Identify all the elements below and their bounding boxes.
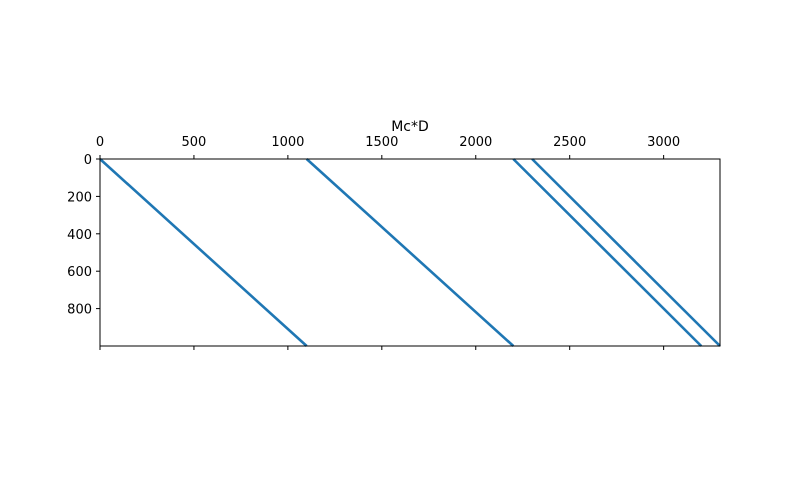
x-tick-label: 2000 bbox=[459, 135, 492, 150]
y-tick-label: 200 bbox=[67, 190, 92, 205]
diagonal-line bbox=[99, 158, 308, 347]
x-tick-label: 1500 bbox=[365, 135, 398, 150]
y-tick-label: 600 bbox=[67, 265, 92, 280]
x-tick-label: 2500 bbox=[553, 135, 586, 150]
y-tick-label: 0 bbox=[84, 153, 92, 168]
x-tick-label: 3000 bbox=[647, 135, 680, 150]
diagonal-line bbox=[305, 158, 515, 347]
y-tick-label: 800 bbox=[67, 303, 92, 318]
x-tick-label: 1000 bbox=[271, 135, 304, 150]
y-tick-label: 400 bbox=[67, 228, 92, 243]
chart-title: Mc*D bbox=[391, 119, 429, 135]
x-tick-label: 0 bbox=[96, 135, 104, 150]
plot-frame bbox=[99, 158, 721, 347]
diagonal-line bbox=[531, 158, 721, 347]
x-tick-label: 500 bbox=[182, 135, 207, 150]
diagonal-line bbox=[512, 158, 703, 347]
